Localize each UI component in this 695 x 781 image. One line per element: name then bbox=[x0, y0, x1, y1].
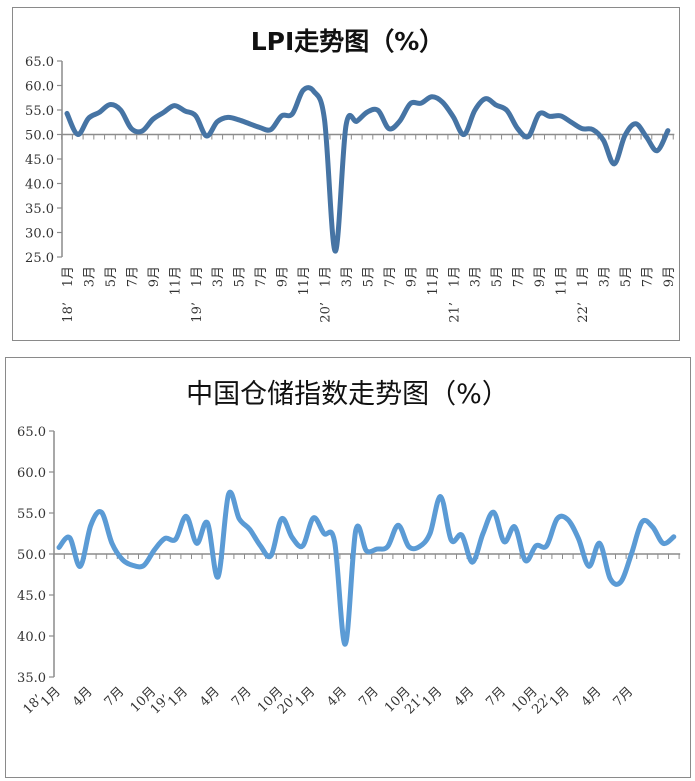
lpi-x-tick-label: 7月 bbox=[125, 266, 140, 287]
lpi-x-year-label: 22’ bbox=[576, 302, 591, 323]
warehouse-x-tick-label: 4月 bbox=[197, 684, 223, 710]
lpi-y-tick-label: 60.0 bbox=[25, 80, 54, 95]
lpi-x-tick-label: 7月 bbox=[383, 266, 398, 287]
lpi-x-tick-label: 7月 bbox=[640, 266, 655, 287]
lpi-x-tick-label: 7月 bbox=[512, 266, 527, 287]
warehouse-y-tick-label: 60.0 bbox=[17, 466, 46, 481]
warehouse-x-tick-label: 4月 bbox=[579, 684, 605, 710]
lpi-x-tick-label: 5月 bbox=[361, 266, 376, 287]
lpi-x-tick-label: 7月 bbox=[254, 266, 269, 287]
lpi-chart-title: LPI走势图（%） bbox=[250, 27, 445, 56]
lpi-y-tick-label: 45.0 bbox=[25, 153, 54, 168]
lpi-x-year-label: 18’ bbox=[61, 302, 76, 323]
lpi-x-tick-label: 9月 bbox=[404, 266, 419, 287]
warehouse-chart-panel bbox=[5, 357, 691, 778]
lpi-x-tick-label: 1月 bbox=[576, 266, 591, 287]
lpi-series-line bbox=[64, 85, 671, 254]
warehouse-x-tick-label: 7月 bbox=[102, 684, 128, 710]
lpi-x-tick-label: 5月 bbox=[104, 266, 119, 287]
lpi-x-tick-label: 9月 bbox=[662, 266, 677, 287]
lpi-y-tick-label: 50.0 bbox=[25, 129, 54, 144]
warehouse-y-tick-label: 40.0 bbox=[17, 630, 46, 645]
lpi-x-tick-label: 11月 bbox=[297, 266, 312, 296]
lpi-x-tick-label: 11月 bbox=[426, 266, 441, 296]
lpi-x-tick-label: 9月 bbox=[147, 266, 162, 287]
warehouse-x-tick-label: 4月 bbox=[324, 684, 350, 710]
warehouse-series-line bbox=[56, 489, 677, 647]
warehouse-x-tick-label: 7月 bbox=[483, 684, 509, 710]
warehouse-y-tick-label: 45.0 bbox=[17, 589, 46, 604]
lpi-x-tick-label: 3月 bbox=[82, 266, 97, 287]
lpi-x-tick-label: 1月 bbox=[61, 266, 76, 287]
lpi-chart-panel bbox=[12, 7, 680, 341]
warehouse-x-tick-label: 7月 bbox=[611, 684, 637, 710]
lpi-x-tick-label: 3月 bbox=[469, 266, 484, 287]
lpi-x-tick-label: 5月 bbox=[490, 266, 505, 287]
lpi-y-tick-label: 30.0 bbox=[25, 227, 54, 242]
lpi-y-tick-label: 35.0 bbox=[25, 202, 54, 217]
lpi-y-tick-label: 55.0 bbox=[25, 104, 54, 119]
lpi-x-tick-label: 11月 bbox=[555, 266, 570, 296]
warehouse-y-tick-label: 50.0 bbox=[17, 548, 46, 563]
lpi-y-tick-label: 25.0 bbox=[25, 251, 54, 266]
warehouse-y-tick-label: 55.0 bbox=[17, 507, 46, 522]
lpi-y-tick-label: 40.0 bbox=[25, 178, 54, 193]
lpi-x-tick-label: 1月 bbox=[190, 266, 205, 287]
warehouse-x-tick-label: 4月 bbox=[70, 684, 96, 710]
lpi-x-year-label: 21’ bbox=[447, 302, 462, 323]
lpi-x-tick-label: 5月 bbox=[619, 266, 634, 287]
lpi-x-tick-label: 5月 bbox=[233, 266, 248, 287]
warehouse-chart-title: 中国仓储指数走势图（%） bbox=[186, 379, 509, 410]
lpi-x-year-label: 19’ bbox=[190, 302, 205, 323]
lpi-x-tick-label: 9月 bbox=[276, 266, 291, 287]
lpi-y-tick-label: 65.0 bbox=[25, 55, 54, 70]
warehouse-x-tick-label: 4月 bbox=[452, 684, 478, 710]
warehouse-x-tick-label: 7月 bbox=[356, 684, 382, 710]
lpi-x-tick-label: 3月 bbox=[598, 266, 613, 287]
lpi-x-tick-label: 9月 bbox=[533, 266, 548, 287]
lpi-x-tick-label: 1月 bbox=[319, 266, 334, 287]
lpi-x-tick-label: 1月 bbox=[447, 266, 462, 287]
warehouse-y-tick-label: 35.0 bbox=[17, 671, 46, 686]
lpi-x-year-label: 20’ bbox=[319, 302, 334, 323]
warehouse-y-tick-label: 65.0 bbox=[17, 425, 46, 440]
lpi-x-tick-label: 3月 bbox=[340, 266, 355, 287]
warehouse-x-tick-label: 7月 bbox=[229, 684, 255, 710]
lpi-x-tick-label: 3月 bbox=[211, 266, 226, 287]
lpi-x-tick-label: 11月 bbox=[168, 266, 183, 296]
